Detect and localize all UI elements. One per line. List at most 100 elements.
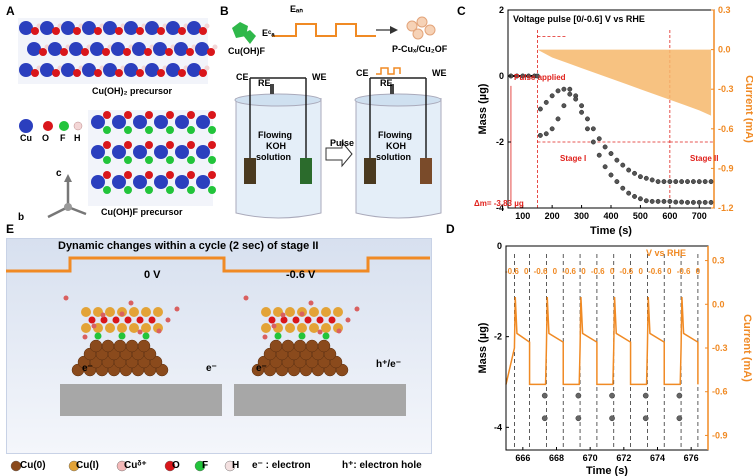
mass-point (590, 139, 596, 145)
o-atom (187, 171, 195, 179)
mass-point (541, 392, 548, 399)
mass-point (655, 179, 661, 185)
mass-point (655, 198, 661, 204)
y-right-tick-label: -0.9 (712, 430, 728, 440)
o-atom (145, 111, 153, 119)
y-tick-label: -4 (494, 422, 502, 432)
mass-point (667, 179, 673, 185)
right-cu1-atom (285, 323, 295, 333)
mass-point (534, 73, 540, 79)
y-axis-label: Mass (µg) (477, 322, 489, 373)
cu-atom (174, 42, 188, 56)
voltage-label: 0 (696, 267, 701, 276)
cu-atom (166, 63, 180, 77)
mass-point (575, 415, 582, 422)
cu-atom (154, 175, 168, 189)
right-h2o-molecule (345, 317, 351, 323)
right-cu1-atom (297, 323, 307, 333)
voltage-label: -0.6 (648, 267, 662, 276)
y-tick-label: -2 (496, 137, 504, 147)
cu-atom (40, 63, 54, 77)
cu-atom (112, 175, 126, 189)
x-axis-label: Time (s) (586, 465, 628, 476)
legend-dot-5 (224, 460, 236, 472)
mass-point (649, 198, 655, 204)
o-atom (39, 48, 47, 56)
left-o-atom (148, 316, 156, 324)
right-f-atom (322, 332, 330, 340)
solution-left-3: solution (256, 152, 291, 162)
left-h2o-molecule (128, 300, 134, 306)
y-right-tick-label: -1.2 (718, 203, 734, 213)
o-atom (103, 141, 111, 149)
mass-point (608, 151, 614, 157)
x-tick-label: 700 (692, 211, 707, 221)
mass-point (526, 73, 532, 79)
y-right-tick-label: -0.6 (712, 387, 728, 397)
y-right-axis-label: Current (mA) (741, 314, 753, 382)
left-cu0-atom (113, 339, 127, 353)
left-cu1-atom (141, 323, 151, 333)
o-atom (94, 27, 102, 35)
y-right-tick-label: -0.9 (718, 163, 734, 173)
right-cu1-atom (309, 323, 319, 333)
right-cu1-atom (321, 323, 331, 333)
mass-point (573, 96, 579, 102)
y-right-tick-label: 0.0 (718, 45, 731, 55)
right-h2o-molecule (299, 311, 305, 317)
o-atom (94, 69, 102, 77)
h-atom (204, 65, 210, 71)
mass-point (637, 196, 643, 202)
right-cu0-atom (305, 339, 319, 353)
mass-point (602, 164, 608, 170)
y-right-tick-label: -0.3 (712, 343, 728, 353)
cu-atom (19, 21, 33, 35)
y-axis-label: Mass (µg) (477, 83, 489, 134)
mass-point (575, 392, 582, 399)
voltage-label: 0 (581, 267, 586, 276)
right-o-atom (280, 316, 288, 324)
voltage-label: -0.6 (562, 267, 576, 276)
mass-point (567, 86, 573, 92)
mass-point (561, 86, 567, 92)
mass-point (555, 88, 561, 94)
right-h2o-molecule (271, 323, 277, 329)
left-f-atom (142, 332, 150, 340)
right-o-atom (292, 316, 300, 324)
panel-e-background (6, 238, 432, 454)
x-tick-label: 670 (583, 453, 598, 463)
panel-e-title: Dynamic changes within a cycle (2 sec) o… (58, 240, 319, 252)
mass-point (541, 415, 548, 422)
f-atom (166, 126, 174, 134)
delta-m-label: Δm= -3.83 µg (474, 199, 524, 208)
cu-atom (196, 115, 210, 129)
cu-atom (111, 42, 125, 56)
mass-point (702, 179, 708, 185)
mass-point (661, 198, 667, 204)
mass-point (620, 162, 626, 168)
left-o-atom (100, 316, 108, 324)
left-cu1-atom (81, 323, 91, 333)
f-atom (145, 126, 153, 134)
panel-label-d: D (446, 222, 455, 236)
voltage-label: -0.6 (534, 267, 548, 276)
o-atom (178, 27, 186, 35)
cu-atom (187, 63, 201, 77)
cu-atom (19, 63, 33, 77)
ean-label: Eₐₙ (290, 4, 303, 14)
mass-point (537, 132, 543, 138)
right-o-atom (268, 316, 276, 324)
legend-dot-1 (68, 460, 80, 472)
mass-point (520, 73, 526, 79)
mass-point (708, 179, 714, 185)
electrode-bar-left (60, 384, 222, 416)
y-tick-label: 2 (499, 5, 504, 15)
legend-dot-4 (194, 460, 206, 472)
o-atom (145, 141, 153, 149)
left-o-atom (88, 316, 96, 324)
o-atom (166, 171, 174, 179)
mass-point (673, 199, 679, 205)
left-h2o-molecule (82, 334, 88, 340)
f-atom (103, 186, 111, 194)
o-atom (208, 141, 216, 149)
